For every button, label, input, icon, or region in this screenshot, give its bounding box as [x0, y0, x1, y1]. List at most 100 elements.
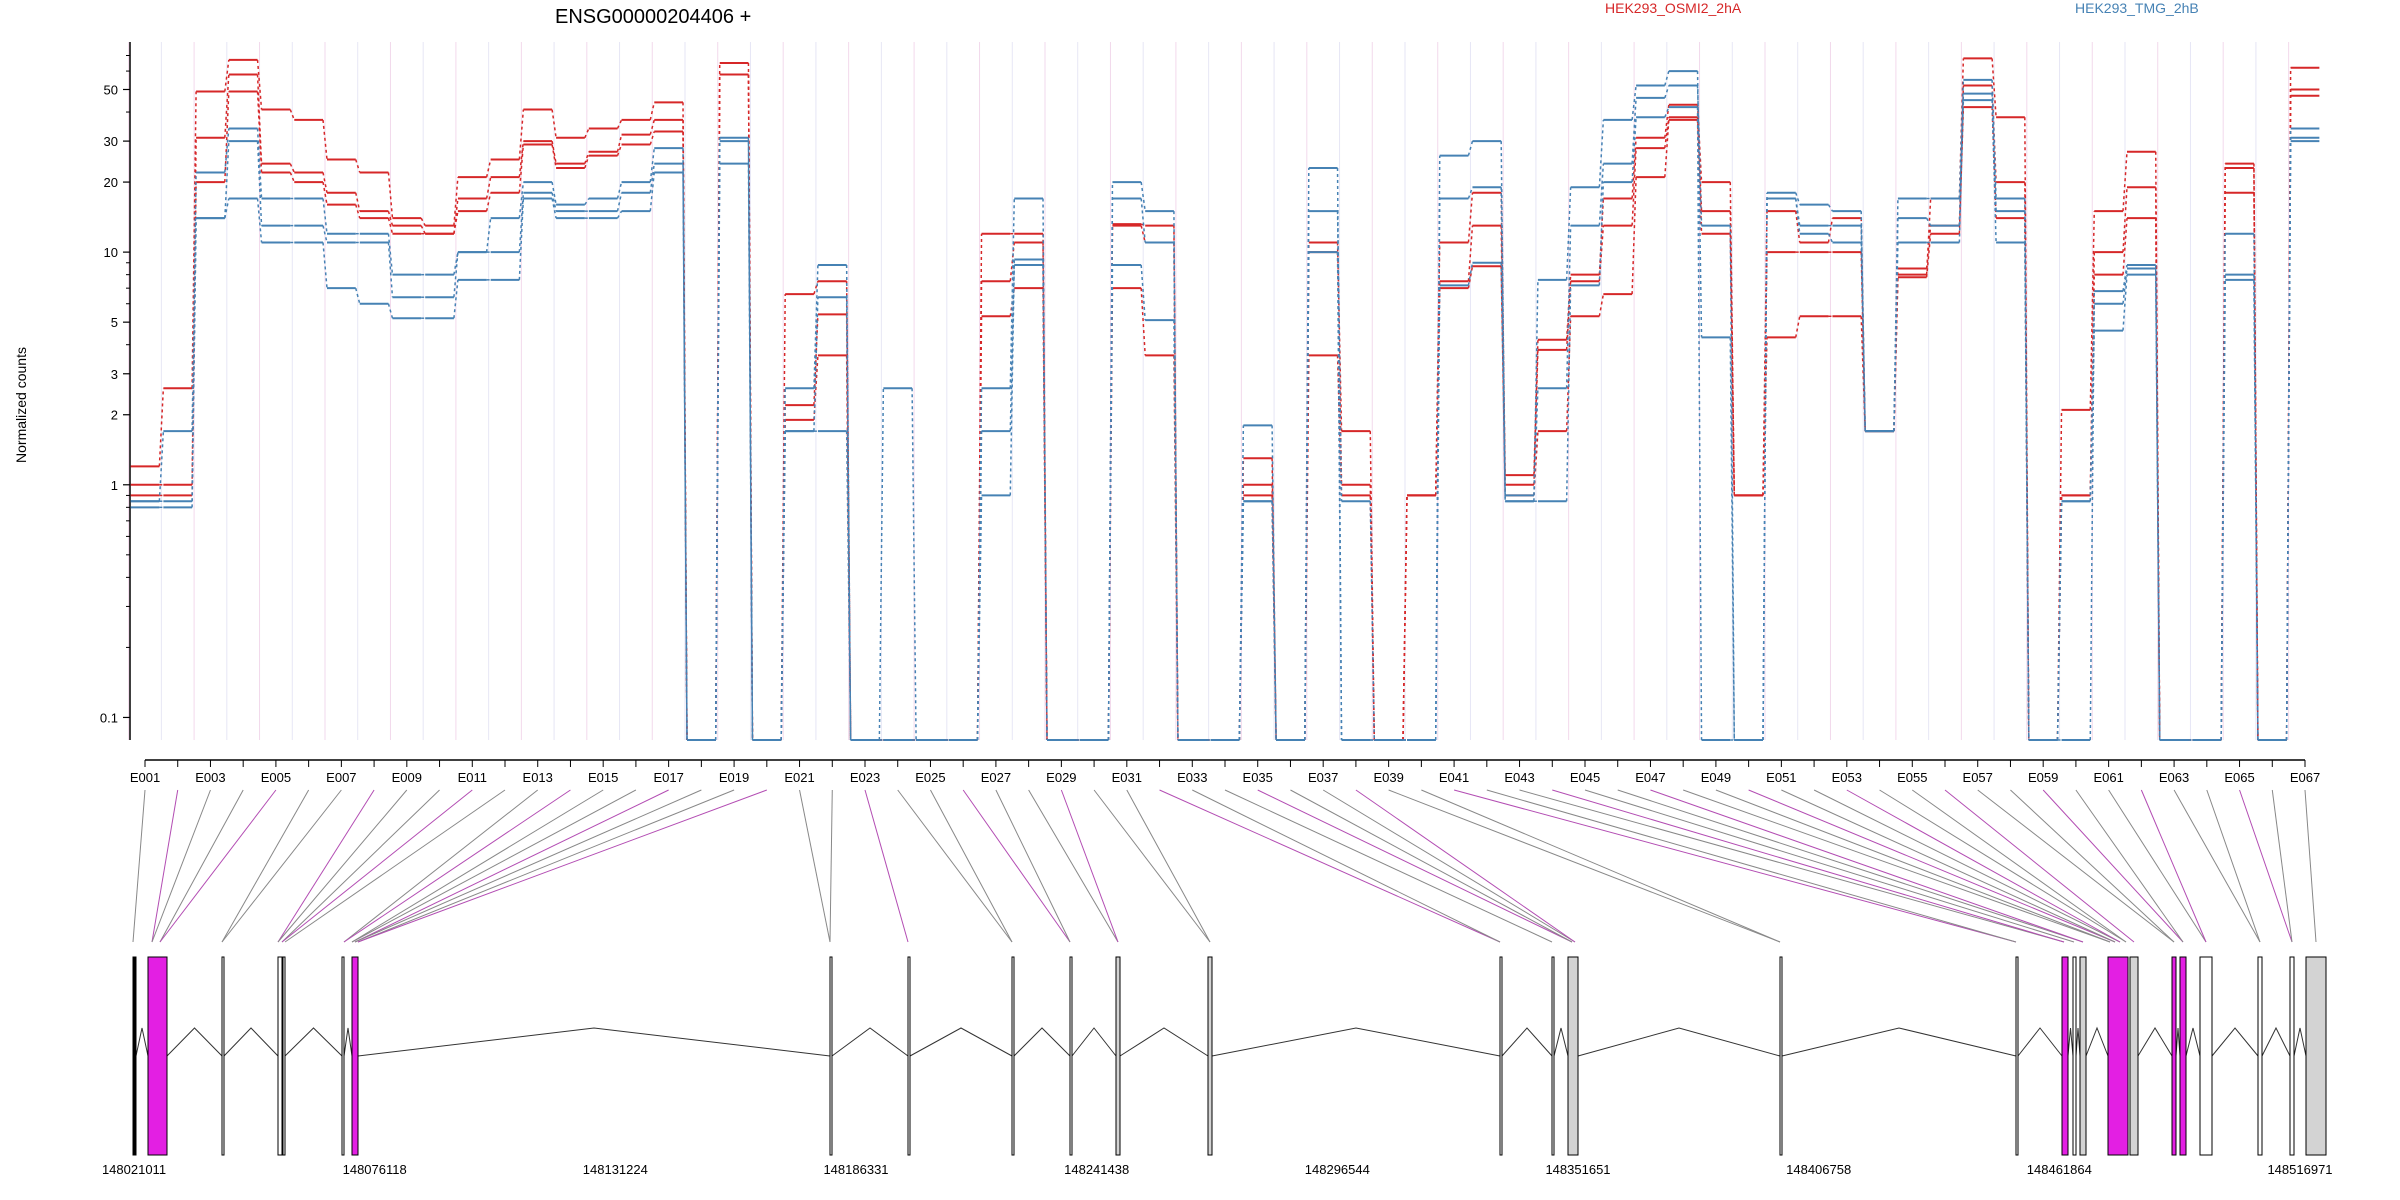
exon-connector: [1290, 789, 1573, 943]
exon-connector: [1584, 789, 2075, 943]
series-connector: [1762, 198, 1768, 741]
series-connector: [1827, 217, 1834, 243]
exon-connector: [1486, 789, 2017, 943]
exon-connector: [962, 789, 1071, 943]
exon-block: [221, 956, 225, 1156]
exon-block: [2289, 956, 2295, 1156]
exon-connector: [281, 789, 473, 943]
series-connector: [518, 144, 525, 193]
series-connector: [2089, 330, 2096, 502]
series-connector: [1631, 177, 1637, 295]
series-connector: [1467, 192, 1474, 243]
series-connector: [1009, 198, 1016, 389]
series-connector: [2024, 242, 2030, 741]
exon-block: [2129, 956, 2139, 1156]
exon-connector: [1748, 789, 2116, 943]
x-tick-label: E049: [1701, 770, 1731, 785]
series-connector: [158, 388, 165, 467]
series-HEK293_OSMI2_2hA: [130, 73, 2320, 741]
genomic-coordinate-label: 148021011: [102, 1162, 166, 1177]
exon-connector: [1093, 789, 1211, 943]
exon-connector: [159, 789, 244, 943]
x-tick-label: E033: [1177, 770, 1207, 785]
gridlines: [128, 42, 2290, 740]
exon-connector: [1126, 789, 1211, 943]
legend-label-osmi: HEK293_OSMI2_2hA: [1605, 0, 1742, 16]
series-connector: [1598, 163, 1605, 226]
series-connector: [2285, 141, 2292, 741]
series-connector: [1533, 339, 1539, 476]
x-tick-label: E055: [1897, 770, 1927, 785]
series-connector: [616, 119, 623, 129]
series-connector: [1271, 425, 1277, 741]
series-connector: [1434, 285, 1441, 741]
series-lines: [130, 57, 2320, 741]
exon-block: [2072, 956, 2077, 1156]
series-connector: [1925, 233, 1932, 278]
exon-connector: [1552, 789, 2065, 943]
intron-line: [909, 1027, 1013, 1057]
exon-block: [2079, 956, 2087, 1156]
series-connector: [387, 210, 394, 226]
series-connector: [256, 59, 263, 110]
series-connector: [1729, 337, 1736, 741]
exon-connector: [930, 789, 1013, 943]
series-connector: [453, 177, 459, 226]
series-connector: [649, 172, 656, 212]
series-connector: [2220, 279, 2226, 741]
y-axis-label: Normalized counts: [13, 347, 29, 463]
x-tick-label: E017: [653, 770, 683, 785]
series-connector: [518, 109, 525, 160]
series-connector: [813, 280, 819, 295]
exon-connector: [2173, 789, 2261, 943]
legend-label-tmg: HEK293_TMG_2hB: [2075, 0, 2199, 16]
x-tick-label: E061: [2093, 770, 2123, 785]
exon-block: [2015, 956, 2019, 1156]
series-connector: [1598, 119, 1605, 188]
intron-line: [2185, 1027, 2201, 1057]
series-connector: [682, 172, 688, 741]
gene-model: 148021011 148076118 148131224 148186331 1482…: [102, 956, 2333, 1177]
series-connector: [1565, 316, 1572, 432]
series-connector: [420, 225, 426, 235]
series-connector: [845, 281, 852, 741]
series-connector: [1925, 217, 1932, 226]
genomic-coordinate-label: 148131224: [583, 1162, 648, 1177]
exon-connector: [2304, 789, 2317, 943]
series-connector: [845, 297, 852, 741]
series-connector: [453, 211, 459, 234]
series-connector: [1173, 320, 1179, 741]
exon-block: [907, 956, 911, 1156]
x-tick-label: E045: [1570, 770, 1600, 785]
series-connector: [256, 141, 263, 226]
genomic-coordinate-label: 148241438: [1064, 1162, 1129, 1177]
exon-connector: [2108, 789, 2207, 943]
series-connector: [322, 242, 328, 289]
exon-block: [2305, 956, 2327, 1156]
exon-connector: [2271, 789, 2293, 943]
series-connector: [1533, 431, 1539, 496]
genomic-coordinate-label: 148186331: [823, 1162, 888, 1177]
exon-connector: [1715, 789, 2111, 943]
series-connector: [714, 163, 721, 741]
series-connector: [289, 109, 295, 121]
exon-connector: [1322, 789, 1576, 943]
series-connector: [224, 141, 230, 219]
exon-connector: [277, 789, 408, 943]
exon-connector: [1781, 789, 2116, 943]
series-connector: [453, 252, 459, 298]
series-connector: [1860, 242, 1866, 432]
exon-connector: [897, 789, 1013, 943]
axes: 0.1 1 2 3 5 10 20 30 50 E001 E003 E005 E007 E009 E011 E…: [100, 42, 2320, 785]
exon-block: [351, 956, 359, 1156]
series-connector: [976, 495, 983, 741]
y-tick-label: 0.1: [100, 710, 118, 725]
x-tick-label: E035: [1243, 770, 1273, 785]
exon-connector: [1060, 789, 1119, 943]
exon-block: [1551, 956, 1555, 1156]
x-tick-label: E011: [458, 770, 487, 785]
series-connector: [1696, 85, 1703, 226]
series-connector: [1598, 293, 1605, 317]
exon-block: [132, 956, 137, 1156]
y-tick-label: 3: [111, 367, 118, 382]
